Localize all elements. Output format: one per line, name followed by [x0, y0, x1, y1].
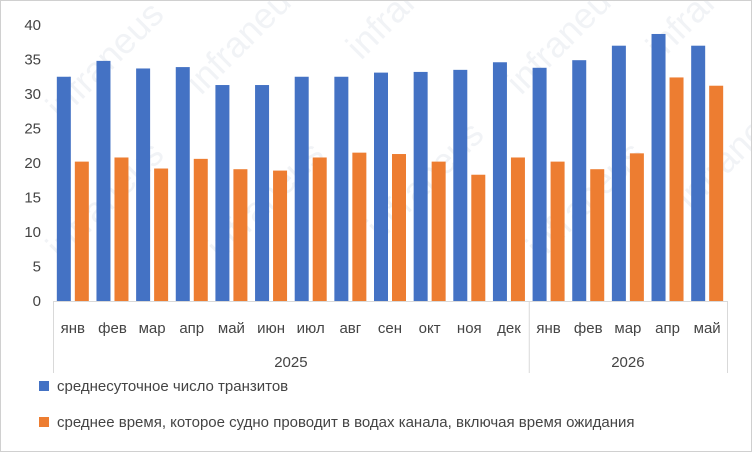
bar-time-in-canal: [154, 168, 169, 301]
y-tick-label: 30: [24, 86, 41, 103]
bar-time-in-canal: [629, 153, 644, 301]
bar-transits: [492, 62, 507, 302]
legend-swatch: [39, 381, 49, 391]
y-tick-label: 40: [24, 17, 41, 34]
legend: среднесуточное число транзитов среднее вр…: [39, 378, 635, 431]
x-tick-label: апр: [655, 320, 680, 337]
bar-transits: [215, 85, 230, 301]
bar-transits: [56, 76, 71, 301]
bar-time-in-canal: [471, 174, 486, 301]
bar-time-in-canal: [669, 77, 684, 301]
bar-time-in-canal: [392, 154, 406, 301]
bar-time-in-canal: [510, 157, 525, 301]
bar-time-in-canal: [114, 157, 129, 301]
x-tick-label: авг: [339, 320, 361, 337]
bar-transits: [374, 72, 388, 301]
bar-time-in-canal: [193, 158, 208, 301]
legend-label: среднее время, которое судно проводит в …: [57, 414, 635, 431]
bar-time-in-canal: [709, 85, 724, 301]
x-tick-label: янв: [61, 320, 85, 337]
bar-transits: [651, 33, 666, 301]
bar-transits: [413, 71, 428, 301]
bar-time-in-canal: [74, 161, 89, 301]
bar-transits: [334, 76, 349, 301]
x-tick-label: апр: [179, 320, 204, 337]
bar-time-in-canal: [312, 157, 327, 301]
axes: 0 5 10 15 20 25 30 35 40: [24, 17, 41, 310]
bar-time-in-canal: [550, 161, 565, 301]
bar-transits: [96, 60, 111, 301]
bar-transits: [136, 68, 151, 301]
watermark-text: infraneus: [498, 1, 632, 102]
legend-label: среднесуточное число транзитов: [57, 378, 288, 395]
x-tick-label: янв: [536, 320, 560, 337]
y-tick-label: 10: [24, 224, 41, 241]
bars: [56, 33, 724, 302]
bar-time-in-canal: [590, 169, 605, 301]
x-tick-label: май: [694, 320, 721, 337]
year-group-label: 2025: [274, 354, 307, 371]
bar-transits: [453, 69, 468, 301]
watermark-text: infraneus: [338, 1, 472, 67]
bar-time-in-canal: [431, 161, 446, 301]
y-tick-label: 15: [24, 190, 41, 207]
watermark-text: infraneus: [178, 1, 312, 102]
x-tick-label: май: [218, 320, 245, 337]
x-tick-label: дек: [497, 320, 521, 337]
bar-transits: [255, 85, 270, 301]
x-tick-label: окт: [419, 320, 441, 337]
bar-transits: [175, 67, 190, 301]
bar-time-in-canal: [273, 170, 288, 301]
year-group-label: 2026: [611, 354, 644, 371]
y-tick-label: 0: [33, 293, 41, 310]
x-tick-label: фев: [574, 320, 603, 337]
x-tick-label: мар: [139, 320, 166, 337]
x-axis: янв фев мар апр май июн июл авг сен окт ноя дек янв ф…: [53, 301, 728, 373]
x-tick-label: сен: [378, 320, 402, 337]
x-tick-label: июл: [297, 320, 325, 337]
x-tick-label: мар: [614, 320, 641, 337]
bar-time-in-canal: [233, 169, 248, 301]
bar-transits: [294, 76, 309, 301]
y-tick-label: 25: [24, 121, 41, 138]
legend-swatch: [39, 417, 49, 427]
bar-transits: [691, 45, 706, 302]
bar-transits: [611, 45, 626, 302]
y-tick-label: 20: [24, 155, 41, 172]
bar-time-in-canal: [352, 152, 367, 301]
x-tick-label: июн: [257, 320, 285, 337]
bar-transits: [572, 60, 587, 301]
bar-transits: [532, 67, 547, 301]
y-tick-label: 5: [33, 259, 41, 276]
y-tick-label: 35: [24, 52, 41, 69]
x-tick-label: ноя: [457, 320, 482, 337]
x-tick-label: фев: [98, 320, 127, 337]
